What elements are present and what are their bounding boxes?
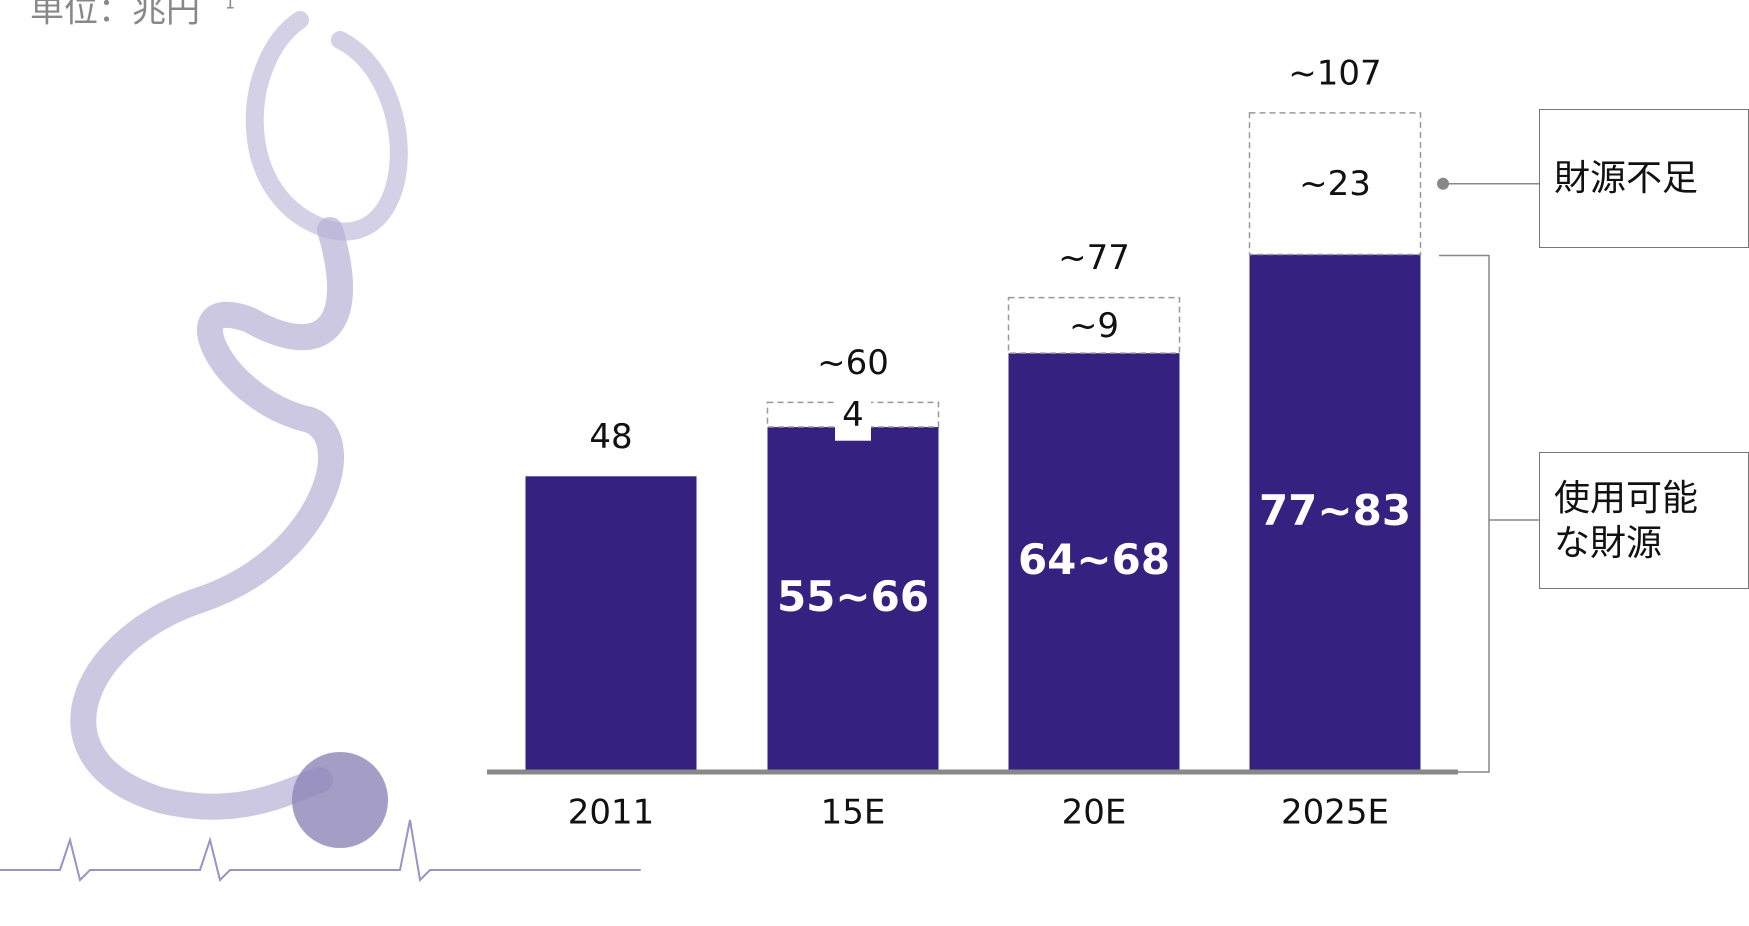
shortfall-label: ~9	[1069, 306, 1119, 346]
legend-label: 使用可能な財源	[1554, 477, 1699, 564]
background-decoration	[0, 11, 641, 883]
bar	[767, 427, 939, 772]
total-label: ~107	[1288, 53, 1381, 93]
total-label: ~77	[1058, 238, 1130, 278]
bar	[525, 476, 697, 772]
range-label: 64~68	[1018, 535, 1170, 584]
total-label: ~60	[817, 343, 889, 383]
bracket	[1439, 254, 1539, 773]
total-label: 48	[589, 417, 632, 457]
range-label: 77~83	[1259, 486, 1411, 535]
range-label: 55~66	[777, 572, 929, 621]
x-tick-label: 20E	[1062, 793, 1127, 833]
x-tick-label: 15E	[821, 793, 886, 833]
x-tick-label: 2011	[568, 793, 655, 833]
shortfall-legend: 財源不足	[1539, 109, 1749, 248]
label-backdrop	[835, 400, 871, 441]
x-tick-label: 2025E	[1281, 793, 1389, 833]
bar	[1008, 353, 1180, 772]
shortfall-bar	[1248, 112, 1422, 256]
available-legend: 使用可能な財源	[1539, 452, 1749, 589]
unit-footnote: 1	[225, 0, 235, 13]
unit-label: 単位：兆円	[30, 0, 200, 31]
shortfall-label: 4	[842, 395, 864, 435]
shortfall-label: ~23	[1299, 164, 1371, 204]
legend-label: 財源不足	[1554, 158, 1699, 199]
bar	[1249, 254, 1421, 772]
shortfall-bar	[1007, 296, 1181, 354]
